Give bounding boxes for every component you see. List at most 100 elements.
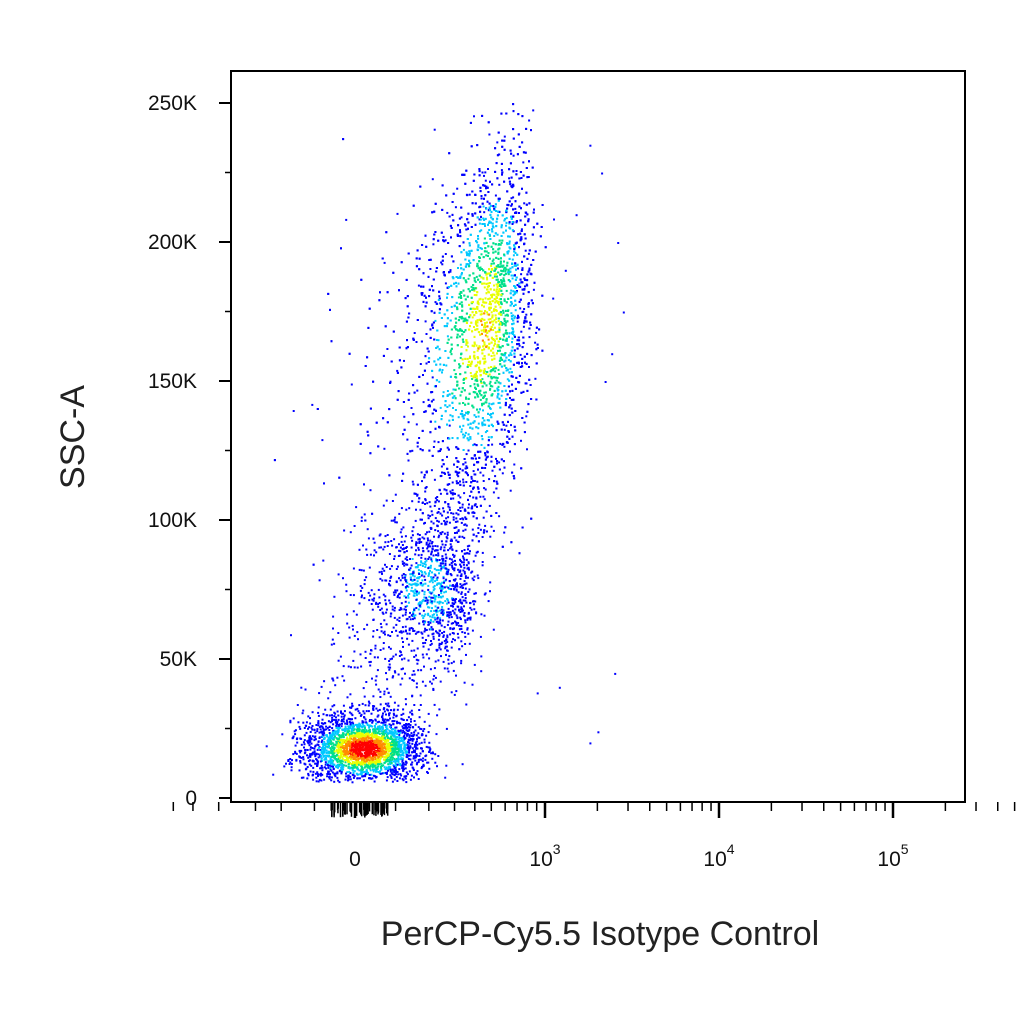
data-point xyxy=(418,623,420,625)
data-point xyxy=(401,767,403,769)
data-point xyxy=(406,719,408,721)
data-point xyxy=(329,776,331,778)
data-point xyxy=(435,517,437,519)
data-point xyxy=(445,554,447,556)
data-point xyxy=(436,584,438,586)
data-point xyxy=(370,489,372,491)
data-point xyxy=(429,725,431,727)
data-point xyxy=(392,739,394,741)
data-point xyxy=(399,597,401,599)
data-point xyxy=(422,617,424,619)
data-point xyxy=(458,648,460,650)
data-point xyxy=(382,736,384,738)
data-point xyxy=(371,603,373,605)
data-point xyxy=(397,213,399,215)
data-point xyxy=(363,779,365,781)
data-point xyxy=(328,745,330,747)
data-point xyxy=(464,580,466,582)
data-point xyxy=(292,753,294,755)
data-point xyxy=(401,591,403,593)
data-point xyxy=(420,541,422,543)
data-point xyxy=(378,721,380,723)
data-point xyxy=(452,632,454,634)
data-point xyxy=(398,738,400,740)
data-point xyxy=(439,489,441,491)
data-point xyxy=(389,602,391,604)
data-point xyxy=(378,736,380,738)
data-point xyxy=(356,708,358,710)
data-point xyxy=(391,762,393,764)
data-point xyxy=(411,751,413,753)
data-point xyxy=(360,750,362,752)
data-point xyxy=(403,658,405,660)
data-point xyxy=(329,732,331,734)
data-point xyxy=(437,621,439,623)
data-point xyxy=(291,766,293,768)
data-point xyxy=(348,751,350,753)
data-point xyxy=(463,567,465,569)
data-point xyxy=(366,756,368,758)
data-point xyxy=(323,756,325,758)
data-point xyxy=(412,583,414,585)
data-point xyxy=(398,768,400,770)
data-point xyxy=(474,576,476,578)
data-point xyxy=(441,642,443,644)
data-point xyxy=(389,553,391,555)
data-point xyxy=(402,727,404,729)
data-point xyxy=(384,579,386,581)
data-point xyxy=(463,537,465,539)
data-point xyxy=(403,631,405,633)
data-point xyxy=(394,738,396,740)
data-point xyxy=(392,606,394,608)
data-point xyxy=(478,423,480,425)
data-point xyxy=(427,635,429,637)
data-point xyxy=(380,746,382,748)
data-point xyxy=(406,559,408,561)
data-point xyxy=(336,777,338,779)
data-point xyxy=(459,564,461,566)
data-point xyxy=(384,752,386,754)
data-point xyxy=(425,685,427,687)
data-point xyxy=(287,759,289,761)
data-point xyxy=(367,766,369,768)
data-point xyxy=(410,537,412,539)
data-point xyxy=(361,569,363,571)
data-point xyxy=(409,727,411,729)
data-point xyxy=(390,746,392,748)
data-point xyxy=(381,749,383,751)
data-point xyxy=(412,481,414,483)
data-point xyxy=(434,596,436,598)
data-point xyxy=(299,750,301,752)
data-point xyxy=(434,667,436,669)
data-point xyxy=(391,777,393,779)
data-point xyxy=(381,571,383,573)
data-point xyxy=(363,597,365,599)
data-point xyxy=(448,655,450,657)
data-point xyxy=(345,741,347,743)
data-point xyxy=(408,593,410,595)
data-point xyxy=(415,772,417,774)
data-point xyxy=(368,537,370,539)
data-point xyxy=(299,726,301,728)
data-point xyxy=(372,731,374,733)
data-point xyxy=(430,610,432,612)
data-point xyxy=(394,720,396,722)
data-point xyxy=(403,735,405,737)
data-point xyxy=(375,684,377,686)
data-point xyxy=(431,571,433,573)
data-point xyxy=(308,774,310,776)
data-point xyxy=(289,758,291,760)
data-point xyxy=(410,590,412,592)
data-point xyxy=(430,559,432,561)
data-point xyxy=(424,739,426,741)
data-point xyxy=(320,760,322,762)
data-point xyxy=(346,752,348,754)
data-point xyxy=(363,717,365,719)
data-point xyxy=(344,729,346,731)
data-point xyxy=(369,720,371,722)
data-point xyxy=(394,607,396,609)
data-point xyxy=(310,765,312,767)
data-point xyxy=(393,741,395,743)
data-point xyxy=(414,750,416,752)
data-point xyxy=(445,654,447,656)
